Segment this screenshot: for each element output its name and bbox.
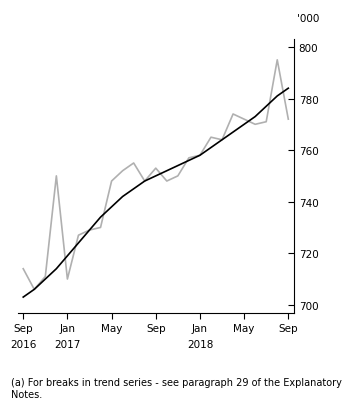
Text: Sep: Sep (279, 324, 298, 334)
Text: Jan: Jan (192, 324, 208, 334)
Text: May: May (101, 324, 122, 334)
Text: Sep: Sep (146, 324, 166, 334)
Text: 2017: 2017 (54, 339, 81, 348)
Text: May: May (233, 324, 255, 334)
Text: Sep: Sep (13, 324, 33, 334)
Text: 2018: 2018 (187, 339, 213, 348)
Text: (a) For breaks in trend series - see paragraph 29 of the Explanatory
Notes.: (a) For breaks in trend series - see par… (11, 377, 342, 399)
Text: 2016: 2016 (10, 339, 36, 348)
Text: '000: '000 (297, 14, 320, 24)
Text: Jan: Jan (59, 324, 75, 334)
